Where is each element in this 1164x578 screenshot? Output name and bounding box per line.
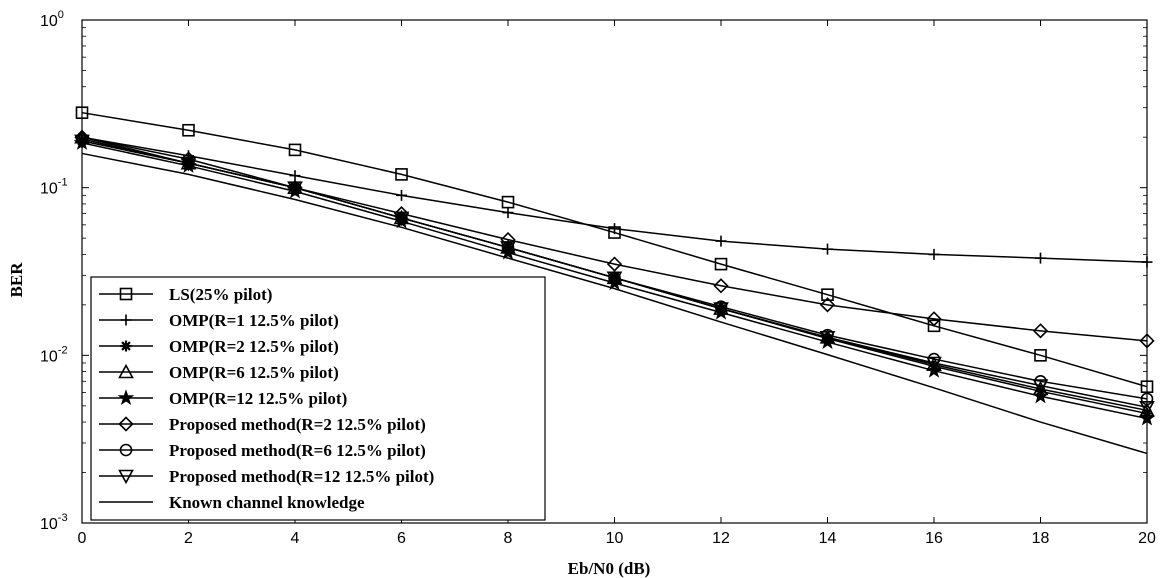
axes-layer: 0 2 4 6 8 10 12 14 16 18 20 10-3 10-2 10-1 100 bbox=[40, 9, 1156, 547]
legend-entry: Proposed method(R=6 12.5% pilot) bbox=[99, 441, 426, 460]
data-point bbox=[500, 231, 516, 248]
legend-entry: LS(25% pilot) bbox=[99, 285, 272, 304]
data-point bbox=[714, 257, 728, 271]
data-point bbox=[502, 207, 514, 219]
data-point bbox=[182, 123, 195, 137]
legend-label: Proposed method(R=12 12.5% pilot) bbox=[169, 467, 434, 486]
legend-marker bbox=[118, 363, 134, 379]
x-tick-label: 10 bbox=[606, 530, 624, 547]
series-8 bbox=[74, 134, 1155, 416]
data-point bbox=[606, 256, 623, 272]
data-point bbox=[289, 170, 301, 182]
data-point bbox=[75, 132, 89, 146]
data-point bbox=[927, 319, 941, 333]
legend-entry: Proposed method(R=12 12.5% pilot) bbox=[99, 467, 434, 486]
legend-entry: OMP(R=6 12.5% pilot) bbox=[99, 363, 339, 382]
data-point bbox=[287, 181, 303, 196]
legend-label: OMP(R=2 12.5% pilot) bbox=[169, 337, 339, 356]
data-point bbox=[821, 288, 834, 301]
data-point bbox=[1035, 252, 1046, 264]
x-tick-label: 2 bbox=[184, 530, 193, 547]
legend-label: OMP(R=6 12.5% pilot) bbox=[169, 363, 339, 382]
data-point bbox=[180, 156, 197, 172]
data-point bbox=[609, 223, 620, 235]
legend-entry: Proposed method(R=2 12.5% pilot) bbox=[99, 415, 426, 434]
legend-marker bbox=[119, 443, 133, 457]
data-point bbox=[396, 189, 407, 201]
y-tick-label: 10-1 bbox=[40, 177, 68, 198]
legend-marker bbox=[120, 314, 132, 326]
y-tick-label: 10-2 bbox=[40, 344, 68, 365]
x-tick-label: 18 bbox=[1032, 530, 1050, 547]
legend-label: Proposed method(R=6 12.5% pilot) bbox=[169, 441, 426, 460]
data-point bbox=[715, 235, 727, 247]
legend-marker bbox=[119, 287, 133, 301]
x-tick-label: 6 bbox=[397, 530, 406, 547]
y-axis-label: BER bbox=[7, 262, 26, 298]
series-line bbox=[81, 140, 1148, 409]
data-point bbox=[288, 143, 302, 157]
series-9 bbox=[81, 152, 1148, 455]
data-point bbox=[822, 243, 833, 255]
legend: LS(25% pilot) OMP(R=1 12.5% pilot) OMP(R=2… bbox=[90, 276, 546, 521]
data-point bbox=[1032, 323, 1049, 339]
data-point bbox=[926, 311, 942, 327]
data-point bbox=[1139, 400, 1155, 416]
x-tick-label: 12 bbox=[712, 530, 730, 547]
legend-marker bbox=[118, 469, 134, 485]
y-tick-label: 100 bbox=[40, 9, 64, 30]
legend-entry: OMP(R=1 12.5% pilot) bbox=[99, 311, 339, 330]
legend-marker bbox=[117, 389, 135, 406]
legend-label: OMP(R=1 12.5% pilot) bbox=[169, 311, 339, 330]
data-point bbox=[819, 297, 836, 313]
legend-label: Proposed method(R=2 12.5% pilot) bbox=[169, 415, 426, 434]
data-point bbox=[395, 168, 408, 181]
data-point bbox=[1138, 409, 1156, 426]
legend-label: LS(25% pilot) bbox=[169, 285, 272, 304]
x-axis-label: Eb/N0 (dB) bbox=[568, 559, 651, 578]
x-tick-label: 20 bbox=[1138, 530, 1156, 547]
data-point bbox=[500, 241, 516, 256]
data-point bbox=[1032, 379, 1049, 394]
x-tick-label: 14 bbox=[819, 530, 837, 547]
legend-entry: Known channel knowledge bbox=[99, 493, 365, 512]
data-point bbox=[606, 271, 623, 286]
data-point bbox=[74, 134, 90, 150]
data-point bbox=[928, 248, 940, 260]
legend-entry: OMP(R=12 12.5% pilot) bbox=[99, 389, 347, 408]
data-point bbox=[713, 278, 729, 294]
legend-marker bbox=[118, 416, 134, 432]
legend-box bbox=[90, 276, 546, 521]
series-line bbox=[81, 136, 1148, 342]
legend-label: Known channel knowledge bbox=[169, 493, 365, 512]
data-point bbox=[1140, 392, 1154, 406]
x-tick-label: 16 bbox=[925, 530, 943, 547]
legend-marker bbox=[120, 340, 132, 352]
series-layer bbox=[73, 106, 1156, 455]
x-tick-label: 4 bbox=[291, 530, 300, 547]
series-line bbox=[81, 152, 1148, 455]
data-point bbox=[1139, 333, 1155, 349]
x-tick-label: 0 bbox=[78, 530, 87, 547]
x-tick-label: 8 bbox=[504, 530, 513, 547]
data-point bbox=[713, 302, 729, 317]
legend-entry: OMP(R=2 12.5% pilot) bbox=[99, 337, 339, 356]
data-point bbox=[819, 331, 836, 346]
data-point bbox=[393, 206, 410, 222]
data-point bbox=[1032, 387, 1049, 404]
data-point bbox=[926, 356, 942, 372]
data-point bbox=[1141, 256, 1153, 268]
data-point bbox=[1034, 349, 1047, 362]
data-point bbox=[75, 106, 89, 119]
legend-label: OMP(R=12 12.5% pilot) bbox=[169, 389, 347, 408]
y-tick-label: 10-3 bbox=[40, 512, 68, 533]
data-point bbox=[393, 211, 410, 227]
